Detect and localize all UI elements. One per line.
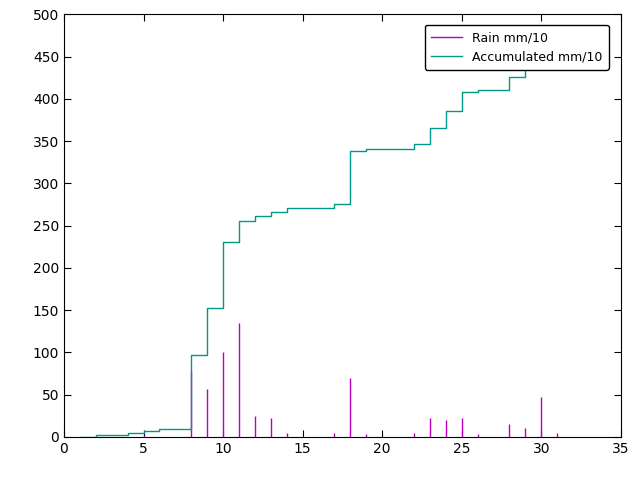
Legend: Rain mm/10, Accumulated mm/10: Rain mm/10, Accumulated mm/10: [425, 25, 609, 70]
